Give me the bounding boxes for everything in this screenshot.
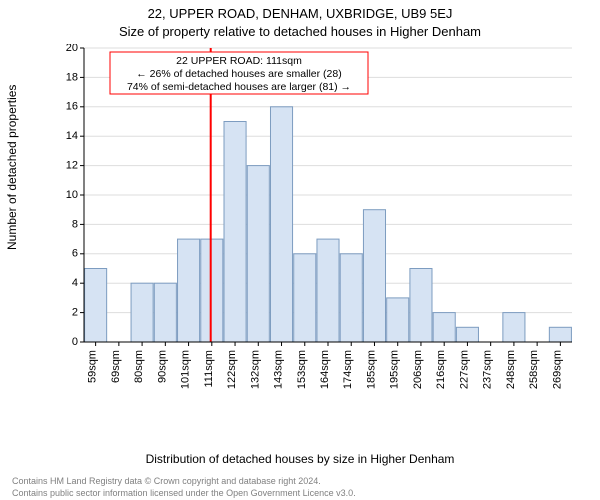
- bar: [340, 254, 362, 342]
- y-tick-label: 6: [72, 248, 78, 260]
- y-tick-label: 4: [72, 277, 78, 289]
- x-tick-label: 80sqm: [133, 350, 145, 383]
- bar: [201, 239, 223, 342]
- bar: [154, 283, 176, 342]
- footer-line-2: Contains public sector information licen…: [12, 488, 356, 498]
- x-tick-label: 111sqm: [203, 350, 215, 388]
- y-tick-label: 10: [66, 189, 78, 201]
- x-tick-label: 216sqm: [435, 350, 447, 389]
- y-tick-label: 20: [66, 44, 78, 54]
- chart-title-sub: Size of property relative to detached ho…: [0, 24, 600, 39]
- x-tick-label: 59sqm: [87, 350, 99, 383]
- bar: [131, 283, 153, 342]
- bar: [503, 313, 525, 342]
- x-tick-label: 269sqm: [551, 350, 563, 389]
- bar: [456, 327, 478, 342]
- bar: [387, 298, 409, 342]
- x-tick-label: 174sqm: [342, 350, 354, 389]
- x-tick-label: 206sqm: [412, 350, 424, 389]
- x-tick-label: 248sqm: [505, 350, 517, 389]
- x-tick-label: 132sqm: [249, 350, 261, 389]
- bar: [270, 107, 292, 342]
- x-tick-label: 122sqm: [226, 350, 238, 389]
- bar: [433, 313, 455, 342]
- chart-plot: 0 2 4 6 8 10 12 14 16 18 20 59sqm 69sqm 80sqm 90sqm 10…: [60, 44, 580, 404]
- chart-title-main: 22, UPPER ROAD, DENHAM, UXBRIDGE, UB9 5E…: [0, 6, 600, 21]
- x-tick-label: 237sqm: [482, 350, 494, 389]
- x-tick-label: 258sqm: [528, 350, 540, 389]
- callout-text: 22 UPPER ROAD: 111sqm: [176, 55, 302, 67]
- y-tick-label: 8: [72, 218, 78, 230]
- y-axis-label: Number of detached properties: [5, 85, 19, 250]
- x-tick-label: 195sqm: [389, 350, 401, 389]
- x-tick-label: 69sqm: [110, 350, 122, 383]
- bar: [317, 239, 339, 342]
- x-tick-label: 153sqm: [296, 350, 308, 389]
- bar: [410, 269, 432, 343]
- callout-text: ← 26% of detached houses are smaller (28…: [136, 68, 341, 80]
- y-tick-label: 16: [66, 101, 78, 113]
- callout-text: 74% of semi-detached houses are larger (…: [127, 81, 351, 93]
- bar: [294, 254, 316, 342]
- y-tick-label: 18: [66, 71, 78, 83]
- x-axis-label: Distribution of detached houses by size …: [0, 452, 600, 466]
- chart-container: 22, UPPER ROAD, DENHAM, UXBRIDGE, UB9 5E…: [0, 0, 600, 500]
- footer-line-1: Contains HM Land Registry data © Crown c…: [12, 476, 321, 486]
- x-tick-label: 185sqm: [365, 350, 377, 389]
- x-tick-label: 101sqm: [180, 350, 192, 389]
- y-tick-label: 2: [72, 307, 78, 319]
- bar: [363, 210, 385, 342]
- bar: [178, 239, 200, 342]
- bar: [85, 269, 107, 343]
- bar: [549, 327, 571, 342]
- y-tick-label: 14: [66, 130, 78, 142]
- x-tick-label: 227sqm: [458, 350, 470, 389]
- y-tick-label: 0: [72, 336, 78, 348]
- x-tick-label: 90sqm: [156, 350, 168, 383]
- y-tick-label: 12: [66, 160, 78, 172]
- x-tick-label: 143sqm: [273, 350, 285, 389]
- bar: [224, 122, 246, 343]
- bar: [247, 166, 269, 342]
- x-tick-label: 164sqm: [319, 350, 331, 389]
